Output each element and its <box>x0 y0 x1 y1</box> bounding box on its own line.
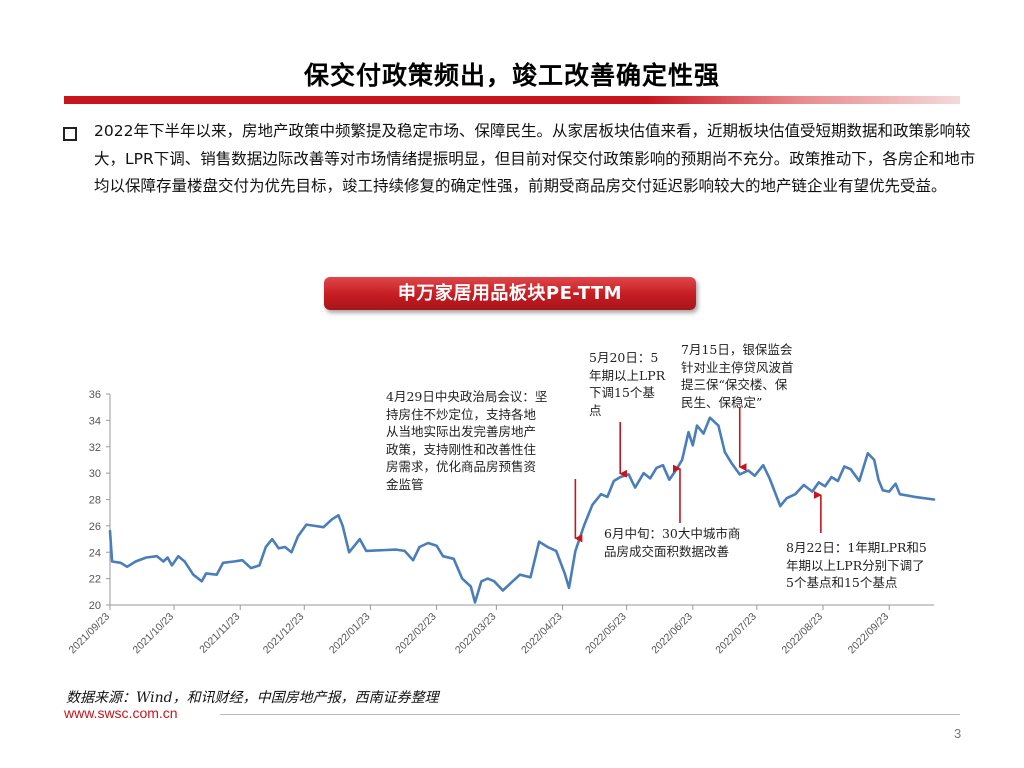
y-tick-label: 24 <box>89 547 101 559</box>
annotation-aug22: 8月22日：1年期LPR和5 年期以上LPR分别下调了 5个基点和15个基点 <box>786 540 927 590</box>
annotation-jun: 6月中旬：30大中城市商 品房成交面积数据改善 <box>604 526 741 559</box>
x-tick-label: 2022/01/23 <box>327 611 373 657</box>
annotation-apr29: 4月29日中央政治局会议：坚 持房住不炒定位，支持各地 从当地实际出发完善房地产… <box>386 389 548 492</box>
y-tick-label: 26 <box>89 521 101 533</box>
x-tick-label: 2021/09/23 <box>66 611 112 657</box>
x-tick-label: 2022/08/23 <box>779 611 825 657</box>
x-tick-label: 2021/11/23 <box>197 611 242 656</box>
chart-title-banner: 申万家居用品板块PE-TTM <box>324 277 696 310</box>
x-tick-label: 2022/07/23 <box>713 611 759 657</box>
x-tick-label: 2022/05/23 <box>583 611 629 657</box>
title-divider-bar <box>64 96 960 104</box>
x-tick-label: 2022/06/23 <box>649 611 695 657</box>
y-tick-label: 34 <box>89 415 101 427</box>
slide-title: 保交付政策频出，竣工改善确定性强 <box>303 61 720 90</box>
x-tick-label: 2021/12/23 <box>261 611 307 657</box>
company-website-link[interactable]: www.swsc.com.cn <box>64 705 178 721</box>
y-tick-label: 20 <box>89 600 101 612</box>
y-tick-label: 22 <box>89 574 101 586</box>
annotation-may20: 5月20日：5 年期以上LPR 下调15个基 点 <box>589 350 666 418</box>
bullet-paragraph: 2022年下半年以来，房地产政策中频繁提及稳定市场、保障民生。从家居板块估值来看… <box>94 122 976 195</box>
x-tick-label: 2022/02/23 <box>393 611 439 657</box>
y-tick-label: 32 <box>89 442 101 454</box>
x-tick-label: 2022/03/23 <box>453 611 499 657</box>
pe-ttm-series-line <box>108 416 936 604</box>
y-tick-label: 30 <box>89 468 101 480</box>
page-number: 3 <box>954 726 962 741</box>
bullet-square-icon <box>63 127 77 141</box>
y-tick-label: 28 <box>89 495 101 507</box>
footer-divider <box>220 714 960 715</box>
x-tick-label: 2022/09/23 <box>846 611 892 657</box>
y-tick-label: 36 <box>89 389 101 401</box>
data-source-note: 数据来源：Wind，和讯财经，中国房地产报，西南证券整理 <box>66 690 439 706</box>
annotation-jul15: 7月15日，银保监会 针对业主停贷风波首 提三保“保交楼、保 民生、保稳定” <box>681 342 794 410</box>
x-tick-label: 2022/04/23 <box>519 611 565 657</box>
x-tick-label: 2021/10/23 <box>131 611 177 657</box>
